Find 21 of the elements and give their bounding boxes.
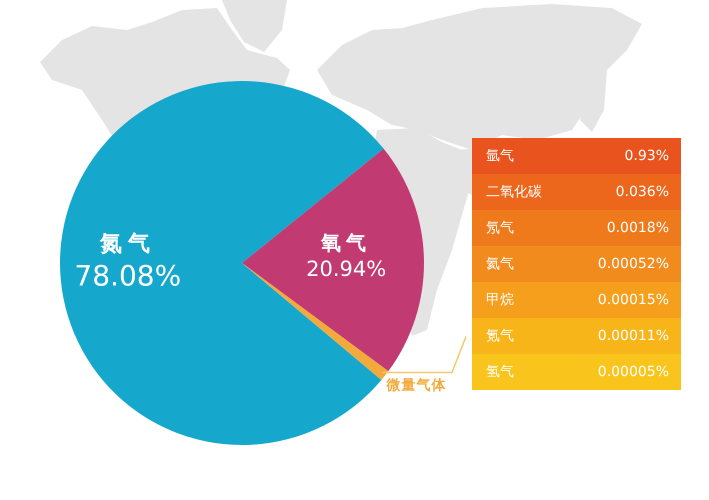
data-label: 0.00052% xyxy=(598,256,669,272)
category-label: 氢气 xyxy=(486,363,514,381)
slice-label: 氮气 xyxy=(98,231,156,256)
data-label: 20.94% xyxy=(306,256,386,281)
slice-label: 微量气体 xyxy=(385,377,446,394)
data-label: 0.93% xyxy=(624,148,669,164)
data-label: 0.00011% xyxy=(598,328,669,344)
slice-label: 氧气 xyxy=(320,230,372,255)
pie-slice xyxy=(60,81,384,445)
data-label: 78.08% xyxy=(74,259,182,292)
category-label: 甲烷 xyxy=(486,291,514,309)
category-label: 氩气 xyxy=(486,147,514,165)
data-label: 0.00015% xyxy=(598,292,669,308)
category-label: 氦气 xyxy=(486,255,514,273)
data-label: 0.00005% xyxy=(598,364,669,380)
category-label: 氖气 xyxy=(486,219,514,237)
category-label: 二氧化碳 xyxy=(486,183,542,201)
data-label: 0.0018% xyxy=(606,220,669,236)
data-label: 0.036% xyxy=(616,184,669,200)
category-label: 氪气 xyxy=(486,327,514,345)
pie-slice xyxy=(242,148,424,372)
